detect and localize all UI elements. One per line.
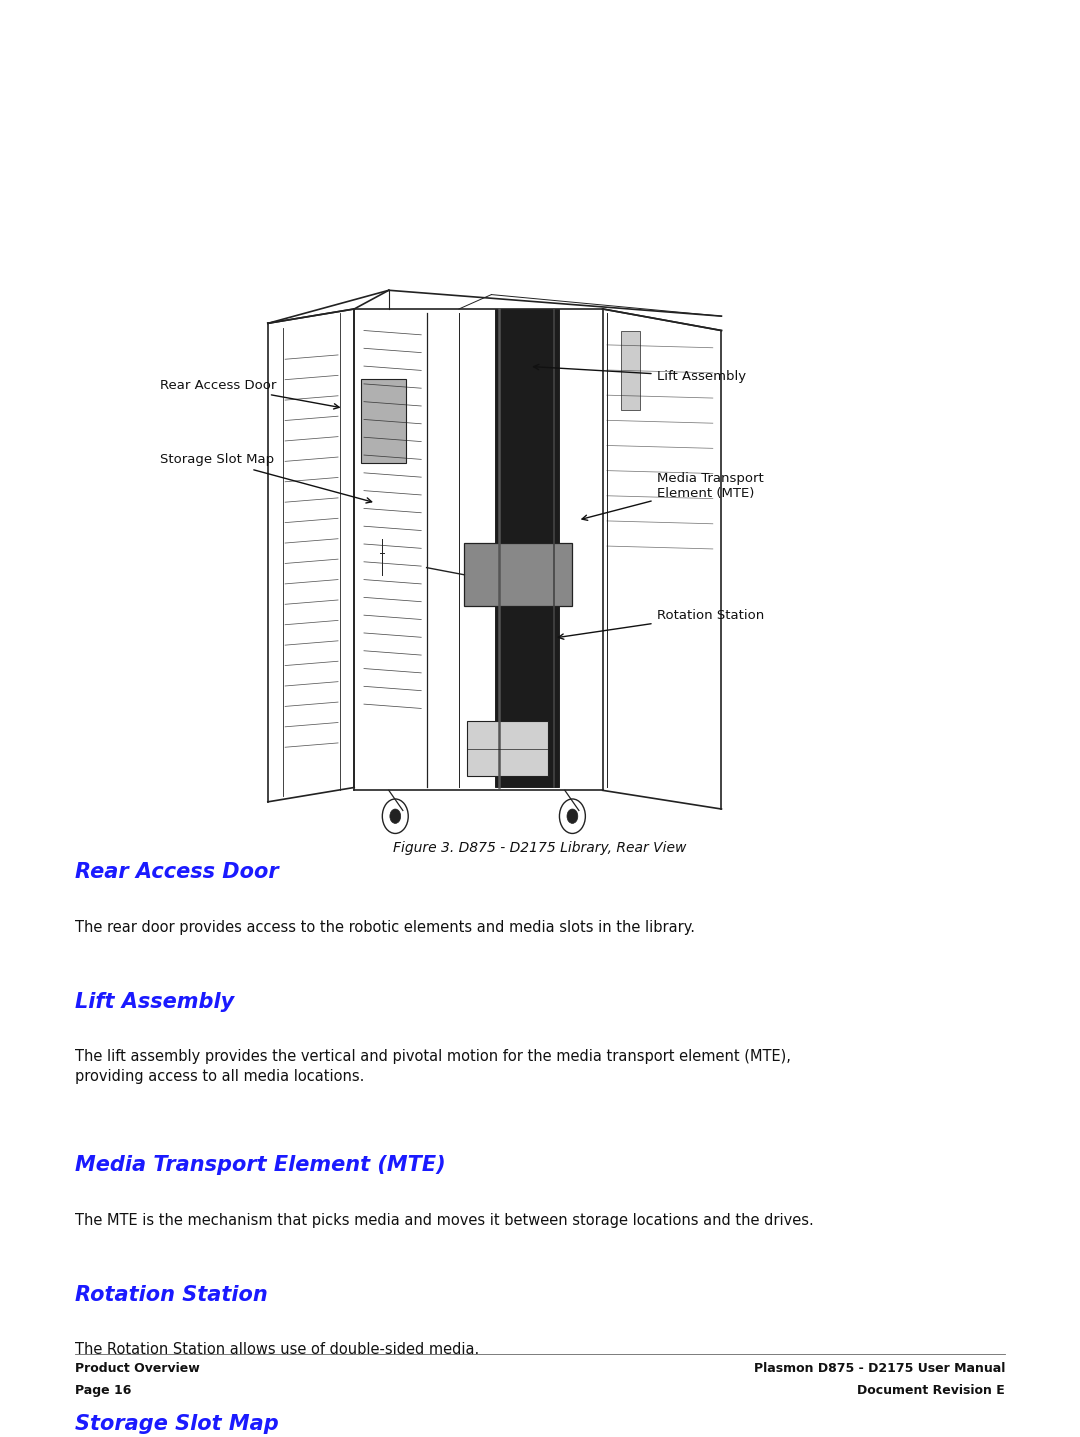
Text: Media Transport Element (MTE): Media Transport Element (MTE) bbox=[75, 1155, 446, 1175]
Text: Product Overview: Product Overview bbox=[75, 1362, 200, 1375]
Text: Page 16: Page 16 bbox=[75, 1384, 132, 1397]
Bar bbox=[361, 379, 406, 463]
Text: The rear door provides access to the robotic elements and media slots in the lib: The rear door provides access to the rob… bbox=[75, 920, 696, 934]
Text: Figure 3. D875 - D2175 Library, Rear View: Figure 3. D875 - D2175 Library, Rear Vie… bbox=[393, 841, 687, 855]
Text: Rear Access Door: Rear Access Door bbox=[75, 862, 279, 882]
Bar bbox=[495, 309, 559, 787]
Text: The lift assembly provides the vertical and pivotal motion for the media transpo: The lift assembly provides the vertical … bbox=[75, 1049, 791, 1083]
Text: Media Transport
Element (MTE): Media Transport Element (MTE) bbox=[582, 471, 764, 520]
Text: The Rotation Station allows use of double-sided media.: The Rotation Station allows use of doubl… bbox=[75, 1342, 480, 1357]
Circle shape bbox=[567, 809, 578, 823]
Text: Storage Slot Map: Storage Slot Map bbox=[75, 1414, 279, 1434]
Text: Lift Assembly: Lift Assembly bbox=[75, 992, 234, 1012]
Circle shape bbox=[390, 809, 401, 823]
Text: Plasmon D875 - D2175 User Manual: Plasmon D875 - D2175 User Manual bbox=[754, 1362, 1005, 1375]
Text: Rotation Station: Rotation Station bbox=[75, 1285, 268, 1305]
Text: The MTE is the mechanism that picks media and moves it between storage locations: The MTE is the mechanism that picks medi… bbox=[75, 1213, 813, 1227]
Text: Lift Assembly: Lift Assembly bbox=[534, 365, 746, 384]
Text: Storage Slot Map: Storage Slot Map bbox=[160, 453, 372, 503]
Text: Rotation Station: Rotation Station bbox=[558, 608, 764, 639]
Text: Document Revision E: Document Revision E bbox=[858, 1384, 1005, 1397]
Text: Rear Access Door: Rear Access Door bbox=[160, 378, 339, 410]
Bar bbox=[464, 543, 572, 606]
Bar bbox=[467, 721, 548, 776]
Bar bbox=[621, 331, 640, 410]
